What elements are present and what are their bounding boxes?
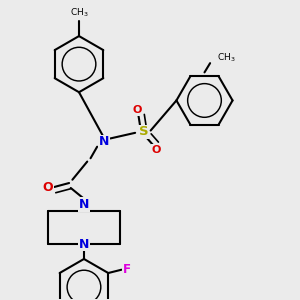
Text: CH$_3$: CH$_3$ [70, 6, 88, 19]
Text: CH$_3$: CH$_3$ [217, 51, 235, 64]
Text: N: N [79, 198, 89, 211]
Text: O: O [42, 182, 53, 194]
Text: S: S [139, 125, 148, 138]
Text: N: N [99, 135, 109, 148]
Text: O: O [152, 145, 161, 155]
Text: O: O [132, 105, 142, 116]
Text: N: N [79, 238, 89, 250]
Text: F: F [122, 263, 130, 276]
